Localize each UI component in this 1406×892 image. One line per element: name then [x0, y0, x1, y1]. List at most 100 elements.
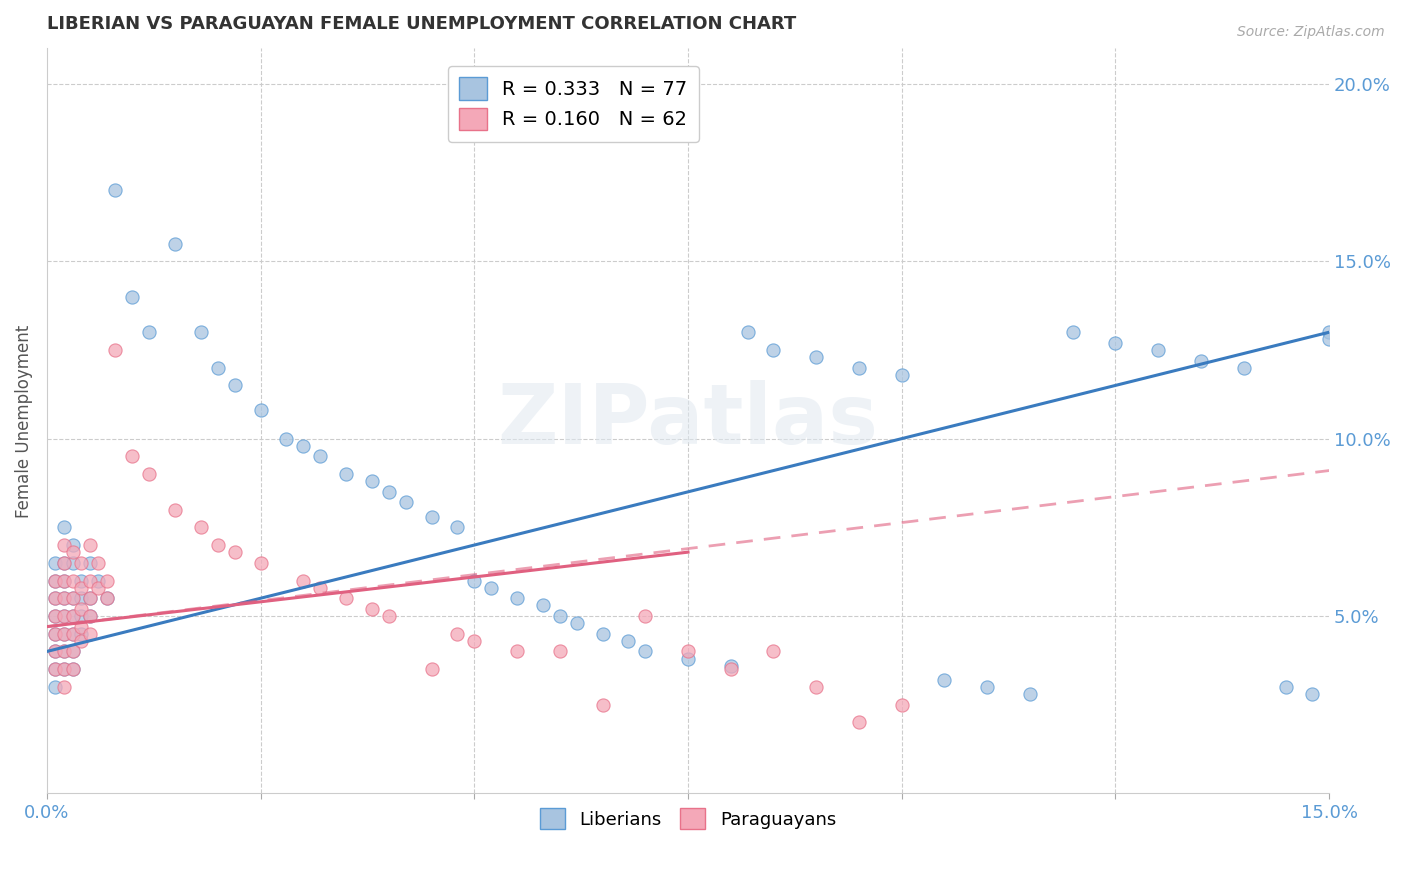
Point — [934, 673, 956, 687]
Point — [44, 591, 66, 606]
Point — [276, 432, 298, 446]
Point — [806, 680, 828, 694]
Point — [165, 236, 187, 251]
Point — [762, 343, 785, 357]
Point — [79, 556, 101, 570]
Point — [292, 574, 315, 588]
Point — [1317, 332, 1340, 346]
Point — [378, 484, 401, 499]
Point — [592, 698, 614, 712]
Point — [53, 520, 76, 534]
Point — [53, 644, 76, 658]
Point — [62, 545, 84, 559]
Point — [44, 662, 66, 676]
Point — [335, 591, 357, 606]
Point — [737, 325, 759, 339]
Point — [1233, 360, 1256, 375]
Point — [62, 556, 84, 570]
Point — [87, 574, 110, 588]
Point — [79, 574, 101, 588]
Point — [62, 662, 84, 676]
Point — [53, 538, 76, 552]
Text: ZIPatlas: ZIPatlas — [498, 380, 879, 461]
Point — [44, 556, 66, 570]
Point — [506, 644, 529, 658]
Point — [309, 450, 332, 464]
Point — [62, 644, 84, 658]
Point — [890, 368, 912, 382]
Point — [79, 626, 101, 640]
Point — [79, 609, 101, 624]
Point — [1317, 325, 1340, 339]
Point — [165, 502, 187, 516]
Point — [53, 609, 76, 624]
Point — [121, 290, 143, 304]
Point — [70, 609, 93, 624]
Point — [53, 574, 76, 588]
Point — [44, 609, 66, 624]
Point — [360, 602, 382, 616]
Point — [44, 574, 66, 588]
Point — [62, 538, 84, 552]
Point — [207, 538, 229, 552]
Point — [79, 609, 101, 624]
Text: Source: ZipAtlas.com: Source: ZipAtlas.com — [1237, 25, 1385, 39]
Point — [53, 556, 76, 570]
Text: LIBERIAN VS PARAGUAYAN FEMALE UNEMPLOYMENT CORRELATION CHART: LIBERIAN VS PARAGUAYAN FEMALE UNEMPLOYME… — [46, 15, 796, 33]
Point — [190, 520, 212, 534]
Point — [1104, 335, 1126, 350]
Point — [481, 581, 503, 595]
Point — [96, 591, 118, 606]
Point — [44, 591, 66, 606]
Point — [44, 644, 66, 658]
Point — [676, 644, 699, 658]
Point — [53, 556, 76, 570]
Point — [53, 680, 76, 694]
Point — [720, 662, 742, 676]
Point — [138, 325, 160, 339]
Point — [1301, 687, 1323, 701]
Point — [62, 609, 84, 624]
Point — [1062, 325, 1084, 339]
Point — [1189, 353, 1212, 368]
Point — [104, 343, 127, 357]
Point — [548, 644, 571, 658]
Point — [53, 644, 76, 658]
Point — [138, 467, 160, 482]
Point — [531, 599, 554, 613]
Point — [104, 183, 127, 197]
Point — [70, 556, 93, 570]
Point — [62, 626, 84, 640]
Point — [378, 609, 401, 624]
Point — [53, 626, 76, 640]
Point — [548, 609, 571, 624]
Point — [463, 574, 485, 588]
Point — [53, 591, 76, 606]
Point — [463, 633, 485, 648]
Point — [44, 680, 66, 694]
Point — [44, 609, 66, 624]
Point — [53, 574, 76, 588]
Point — [44, 574, 66, 588]
Point — [62, 626, 84, 640]
Point — [96, 591, 118, 606]
Point — [207, 360, 229, 375]
Point — [309, 581, 332, 595]
Point — [292, 439, 315, 453]
Point — [87, 581, 110, 595]
Point — [720, 658, 742, 673]
Point — [592, 626, 614, 640]
Point — [53, 591, 76, 606]
Point — [1275, 680, 1298, 694]
Point — [676, 651, 699, 665]
Point — [506, 591, 529, 606]
Point — [360, 474, 382, 488]
Point — [62, 644, 84, 658]
Point — [617, 633, 640, 648]
Point — [79, 591, 101, 606]
Point — [848, 360, 870, 375]
Point — [335, 467, 357, 482]
Point — [446, 520, 468, 534]
Point — [44, 626, 66, 640]
Legend: Liberians, Paraguayans: Liberians, Paraguayans — [533, 801, 844, 837]
